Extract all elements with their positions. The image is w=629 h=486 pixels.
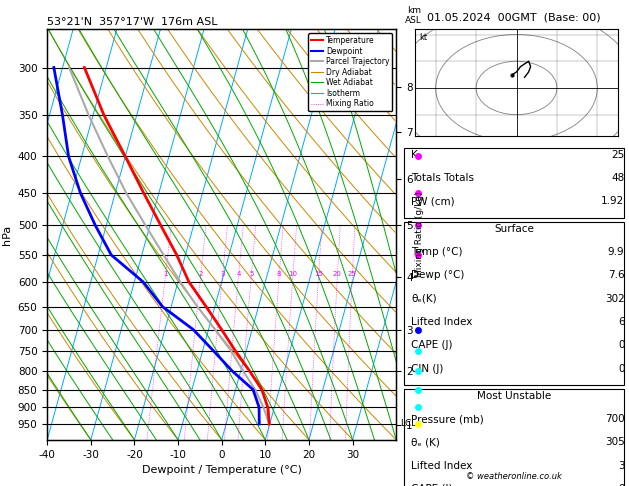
Text: 25: 25 <box>348 271 357 277</box>
Text: CIN (J): CIN (J) <box>411 364 443 374</box>
Y-axis label: hPa: hPa <box>2 225 12 244</box>
Text: PW (cm): PW (cm) <box>411 196 455 207</box>
Text: 0: 0 <box>618 484 625 486</box>
X-axis label: Dewpoint / Temperature (°C): Dewpoint / Temperature (°C) <box>142 465 302 475</box>
Text: Totals Totals: Totals Totals <box>411 173 474 183</box>
Text: 10: 10 <box>288 271 298 277</box>
Text: Temp (°C): Temp (°C) <box>411 247 462 257</box>
Text: Pressure (mb): Pressure (mb) <box>411 414 484 424</box>
Text: 9.9: 9.9 <box>608 247 625 257</box>
Text: kt: kt <box>420 34 428 42</box>
Text: km
ASL: km ASL <box>405 6 422 25</box>
Text: 5: 5 <box>249 271 253 277</box>
Text: θₑ (K): θₑ (K) <box>411 437 440 448</box>
Text: 3: 3 <box>618 461 625 471</box>
Text: Lifted Index: Lifted Index <box>411 461 472 471</box>
Text: 305: 305 <box>604 437 625 448</box>
Text: CAPE (J): CAPE (J) <box>411 340 452 350</box>
Text: 2: 2 <box>198 271 203 277</box>
Text: 302: 302 <box>604 294 625 304</box>
Text: 4: 4 <box>237 271 241 277</box>
Text: 01.05.2024  00GMT  (Base: 00): 01.05.2024 00GMT (Base: 00) <box>427 12 601 22</box>
Legend: Temperature, Dewpoint, Parcel Trajectory, Dry Adiabat, Wet Adiabat, Isotherm, Mi: Temperature, Dewpoint, Parcel Trajectory… <box>308 33 392 111</box>
Text: 15: 15 <box>314 271 323 277</box>
Text: Surface: Surface <box>494 224 534 234</box>
Text: Lifted Index: Lifted Index <box>411 317 472 327</box>
Text: 48: 48 <box>611 173 625 183</box>
Text: 3: 3 <box>220 271 225 277</box>
Text: 7.6: 7.6 <box>608 270 625 280</box>
Text: 53°21'N  357°17'W  176m ASL: 53°21'N 357°17'W 176m ASL <box>47 17 218 27</box>
Text: 6: 6 <box>618 317 625 327</box>
Bar <box>404 148 625 218</box>
Text: 0: 0 <box>618 340 625 350</box>
Text: Most Unstable: Most Unstable <box>477 391 552 401</box>
Text: © weatheronline.co.uk: © weatheronline.co.uk <box>466 472 562 481</box>
Text: LCL: LCL <box>400 419 416 429</box>
Text: CAPE (J): CAPE (J) <box>411 484 452 486</box>
Text: Dewp (°C): Dewp (°C) <box>411 270 464 280</box>
Text: 1: 1 <box>163 271 167 277</box>
Text: 1.92: 1.92 <box>601 196 625 207</box>
Text: 700: 700 <box>604 414 625 424</box>
Y-axis label: Mixing Ratio (g/kg): Mixing Ratio (g/kg) <box>415 191 425 278</box>
Text: 20: 20 <box>333 271 342 277</box>
Bar <box>404 389 625 486</box>
Text: K: K <box>411 150 418 160</box>
Bar <box>404 222 625 385</box>
Text: 0: 0 <box>618 364 625 374</box>
Text: 25: 25 <box>611 150 625 160</box>
Text: θₑ(K): θₑ(K) <box>411 294 437 304</box>
Text: 8: 8 <box>277 271 281 277</box>
